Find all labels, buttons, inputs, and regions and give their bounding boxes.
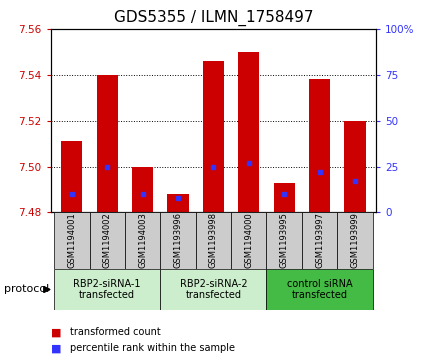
Bar bbox=[160, 212, 196, 269]
Text: GSM1193996: GSM1193996 bbox=[173, 212, 183, 269]
Text: GSM1194002: GSM1194002 bbox=[103, 213, 112, 268]
Text: GSM1193995: GSM1193995 bbox=[280, 213, 289, 268]
Bar bbox=[267, 212, 302, 269]
Text: GSM1194001: GSM1194001 bbox=[67, 213, 76, 268]
Text: transformed count: transformed count bbox=[70, 327, 161, 337]
Text: ■: ■ bbox=[51, 343, 61, 354]
Text: RBP2-siRNA-2
transfected: RBP2-siRNA-2 transfected bbox=[180, 279, 247, 300]
Title: GDS5355 / ILMN_1758497: GDS5355 / ILMN_1758497 bbox=[114, 10, 313, 26]
Bar bbox=[54, 212, 89, 269]
Text: ■: ■ bbox=[51, 327, 61, 337]
Bar bbox=[337, 212, 373, 269]
Text: protocol: protocol bbox=[4, 285, 50, 294]
Bar bbox=[309, 79, 330, 212]
Bar bbox=[97, 75, 118, 212]
Text: GSM1193997: GSM1193997 bbox=[315, 212, 324, 269]
Bar bbox=[203, 61, 224, 212]
Bar bbox=[61, 141, 82, 212]
Bar bbox=[267, 269, 373, 310]
Bar bbox=[54, 269, 160, 310]
Text: GSM1194000: GSM1194000 bbox=[244, 213, 253, 268]
Bar bbox=[132, 167, 153, 212]
Bar bbox=[345, 121, 366, 212]
Text: GSM1193999: GSM1193999 bbox=[351, 213, 359, 268]
Bar bbox=[89, 212, 125, 269]
Bar bbox=[231, 212, 267, 269]
Bar bbox=[167, 194, 189, 212]
Bar bbox=[238, 52, 260, 212]
Text: control siRNA
transfected: control siRNA transfected bbox=[287, 279, 352, 300]
Text: GSM1194003: GSM1194003 bbox=[138, 213, 147, 268]
Text: GSM1193998: GSM1193998 bbox=[209, 212, 218, 269]
Bar bbox=[274, 183, 295, 212]
Text: percentile rank within the sample: percentile rank within the sample bbox=[70, 343, 235, 354]
Bar bbox=[302, 212, 337, 269]
Bar bbox=[160, 269, 267, 310]
Text: RBP2-siRNA-1
transfected: RBP2-siRNA-1 transfected bbox=[73, 279, 141, 300]
Bar bbox=[196, 212, 231, 269]
Bar bbox=[125, 212, 160, 269]
